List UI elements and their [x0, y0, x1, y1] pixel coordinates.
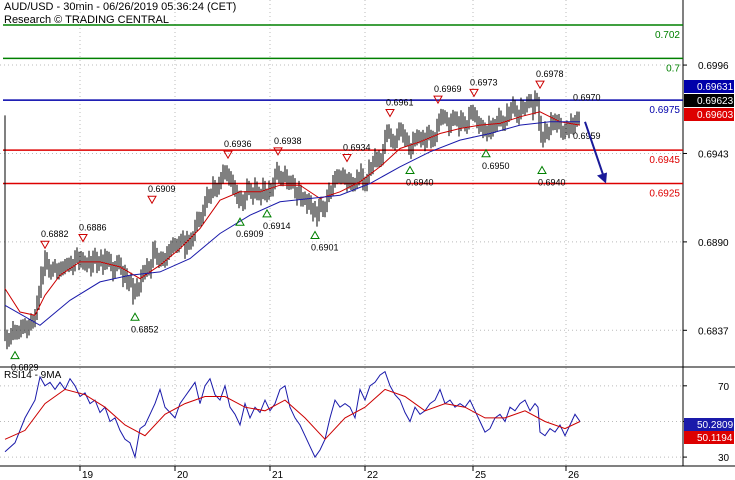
support-marker-15 — [481, 148, 491, 158]
annotation-label-5: 0.6936 — [224, 139, 252, 149]
price-badge-label-0: 0.69631 — [697, 82, 734, 93]
rsi-badge-label-0: 50.2809 — [697, 420, 734, 431]
time-tick-label-2: 21 — [272, 470, 284, 480]
annotation-label-0: 0.6829 — [11, 363, 39, 373]
level-label-0: 0.702 — [655, 30, 680, 41]
moving-averages — [4, 111, 581, 326]
support-marker-0 — [10, 350, 20, 360]
resistance-marker-16 — [535, 80, 545, 90]
price-badges: 0.69631 0.69623 0.69603 — [684, 80, 734, 121]
annotation-label-10: 0.6934 — [343, 142, 371, 152]
annotation-label-17: 0.6940 — [538, 177, 566, 187]
rsi-series-0 — [4, 370, 581, 460]
support-marker-8 — [262, 208, 272, 218]
price-badge-1 — [684, 94, 734, 107]
support-marker-17 — [537, 165, 547, 174]
rsi-panel: RSI14 - 9MA 50.2809 50.1194 — [4, 370, 734, 460]
level-label-4: 0.6925 — [649, 189, 680, 200]
annotation-label-12: 0.6940 — [406, 177, 434, 187]
grid — [0, 0, 683, 466]
resistance-marker-1 — [40, 240, 50, 250]
pivot-annotations: 0.6829 0.6882 0.6886 0.6852 0.6909 0.6936 0.69… — [10, 69, 601, 373]
price-tick-label-0: 0.6837 — [698, 326, 729, 337]
time-axis-labels: 19 20 21 22 25 26 — [79, 466, 580, 480]
resistance-marker-2 — [78, 234, 88, 243]
annotation-label-16: 0.6978 — [536, 69, 564, 79]
resistance-marker-11 — [385, 108, 395, 118]
resistance-marker-14 — [469, 88, 479, 98]
price-badge-0 — [684, 80, 734, 93]
resistance-marker-7 — [273, 147, 283, 156]
price-tick-label-1: 0.6890 — [698, 238, 729, 249]
annotation-label-6: 0.6909 — [236, 229, 264, 239]
rsi-badge-0 — [684, 418, 734, 431]
annotation-label-19: 0.6959 — [573, 131, 601, 141]
support-marker-12 — [405, 165, 415, 174]
annotation-label-13: 0.6969 — [434, 84, 462, 94]
rsi-tick-label-2: 70 — [718, 382, 730, 393]
annotation-label-3: 0.6852 — [131, 324, 159, 334]
resistance-marker-4 — [147, 195, 157, 205]
time-tick-label-1: 20 — [177, 470, 189, 480]
level-label-2: 0.6975 — [649, 105, 680, 116]
level-lines: 0.702 0.7 0.6975 0.6945 0.6925 — [3, 24, 683, 200]
annotation-label-14: 0.6973 — [470, 77, 498, 87]
support-marker-3 — [130, 312, 140, 321]
support-marker-6 — [235, 217, 245, 226]
forecast-arrow-head — [597, 172, 607, 184]
resistance-marker-10 — [342, 153, 352, 163]
price-badge-label-2: 0.69603 — [697, 110, 734, 121]
annotation-label-4: 0.6909 — [148, 184, 176, 194]
chart-source: Research © TRADING CENTRAL — [4, 14, 169, 26]
rsi-title: RSI14 - 9MA — [4, 370, 62, 381]
annotation-label-18: 0.6970 — [573, 92, 601, 102]
resistance-marker-13 — [433, 95, 443, 105]
support-marker-9 — [310, 230, 320, 240]
annotation-label-8: 0.6914 — [263, 221, 291, 231]
price-badge-label-1: 0.69623 — [697, 96, 734, 107]
ma-fast-line — [4, 111, 581, 316]
price-tick-label-3: 0.6996 — [698, 61, 729, 72]
ma-slow-line — [4, 121, 580, 326]
level-label-1: 0.7 — [666, 63, 680, 74]
rsi-tick-label-0: 30 — [718, 453, 730, 464]
forecast-arrow-shaft — [584, 121, 605, 178]
chart-title: AUD/USD - 30min - 06/26/2019 05:36:24 (C… — [4, 1, 237, 13]
annotation-label-9: 0.6901 — [311, 243, 339, 253]
annotation-label-15: 0.6950 — [482, 161, 510, 171]
rsi-badge-label-1: 50.1194 — [697, 433, 733, 444]
time-tick-label-4: 25 — [475, 470, 487, 480]
price-badge-2 — [684, 108, 734, 121]
annotation-label-2: 0.6886 — [79, 223, 107, 233]
time-tick-label-0: 19 — [82, 470, 94, 480]
time-tick-label-3: 22 — [367, 470, 379, 480]
rsi-badge-1 — [684, 431, 734, 444]
time-tick-label-5: 26 — [568, 470, 580, 480]
rsi-series-1 — [4, 388, 581, 441]
annotation-label-1: 0.6882 — [41, 229, 69, 239]
annotation-label-7: 0.6938 — [274, 136, 302, 146]
resistance-marker-5 — [223, 150, 233, 160]
price-tick-label-2: 0.6943 — [698, 149, 729, 160]
forecast-arrow — [584, 121, 607, 184]
level-label-3: 0.6945 — [649, 155, 680, 166]
price-candles — [4, 90, 580, 350]
annotation-label-11: 0.6961 — [386, 97, 414, 107]
